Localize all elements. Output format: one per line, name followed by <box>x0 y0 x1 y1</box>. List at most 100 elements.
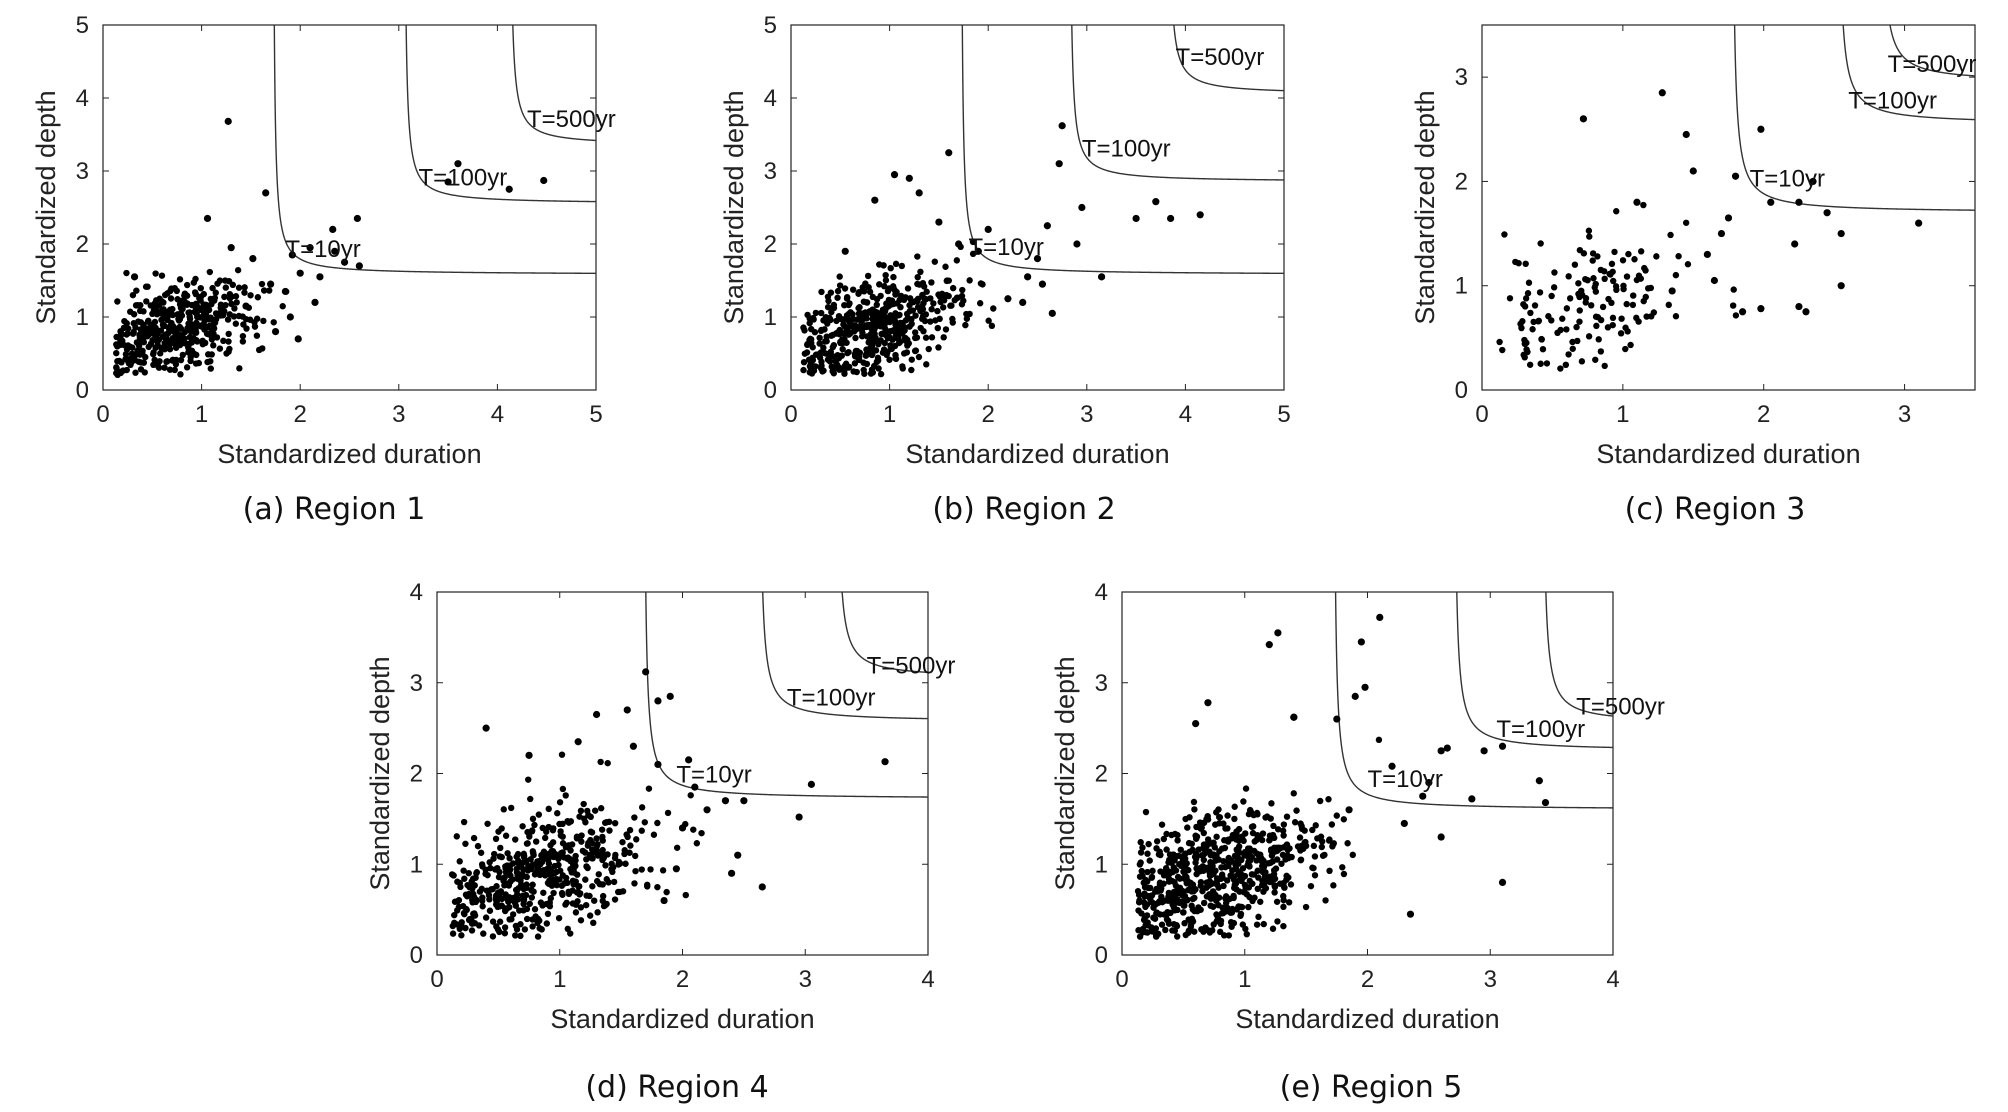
scatter-point <box>353 214 361 223</box>
scatter-point <box>143 298 150 305</box>
scatter-point <box>892 355 899 362</box>
scatter-point <box>919 305 927 313</box>
scatter-point <box>1675 253 1682 260</box>
scatter-point <box>1210 888 1217 895</box>
scatter-point <box>1139 844 1146 851</box>
scatter-point <box>1262 814 1269 821</box>
scatter-point <box>1569 338 1576 346</box>
scatter-point <box>122 350 130 358</box>
scatter-point <box>934 307 941 315</box>
scatter-point <box>172 360 180 368</box>
scatter-point <box>914 273 921 281</box>
scatter-point <box>152 270 159 277</box>
scatter-point <box>227 244 235 252</box>
scatter-point <box>142 283 150 290</box>
scatter-point <box>890 171 899 179</box>
scatter-point <box>247 292 254 299</box>
scatter-point <box>1625 250 1632 258</box>
scatter-point <box>885 296 893 304</box>
scatter-point <box>601 819 609 826</box>
scatter-point <box>1231 803 1238 810</box>
scatter-point <box>1160 835 1168 843</box>
scatter-point <box>824 356 832 363</box>
scatter-point <box>213 334 221 341</box>
scatter-point <box>173 287 181 295</box>
scatter-point <box>216 345 224 352</box>
scatter-point <box>887 312 894 319</box>
scatter-point <box>124 325 132 332</box>
x-tick-label: 2 <box>1361 966 1374 993</box>
scatter-point <box>538 858 546 866</box>
scatter-point <box>235 284 243 291</box>
scatter-point <box>1198 852 1206 859</box>
y-tick-label: 0 <box>76 377 89 404</box>
scatter-point <box>1302 838 1309 846</box>
y-axis-label: Standardized depth <box>1410 90 1440 324</box>
scatter-point <box>582 901 590 909</box>
scatter-point <box>698 829 705 837</box>
scatter-point <box>673 844 681 851</box>
scatter-point <box>1235 903 1242 910</box>
y-tick-label: 2 <box>1455 168 1468 195</box>
scatter-point <box>1283 813 1291 820</box>
scatter-point <box>582 819 589 826</box>
scatter-point <box>1165 878 1173 885</box>
scatter-point <box>1153 910 1160 917</box>
scatter-point <box>841 285 849 292</box>
scatter-point <box>1717 229 1726 238</box>
scatter-point <box>211 294 219 302</box>
scatter-point <box>864 272 872 280</box>
scatter-point <box>800 358 808 366</box>
scatter-point <box>476 888 484 895</box>
scatter-point <box>959 286 966 294</box>
scatter-point <box>540 889 547 896</box>
scatter-point <box>622 860 629 867</box>
scatter-point <box>506 855 513 862</box>
x-axis-label: Standardized duration <box>217 439 481 469</box>
scatter-point <box>203 214 212 223</box>
scatter-point <box>1220 857 1227 865</box>
scatter-point <box>990 305 997 312</box>
scatter-point <box>887 264 894 272</box>
scatter-point <box>1048 309 1056 317</box>
scatter-point <box>141 369 148 376</box>
scatter-point <box>816 334 823 342</box>
scatter-point <box>144 333 151 340</box>
return-period-curve-t-10yr <box>645 592 928 798</box>
scatter-point <box>296 269 304 277</box>
scatter-point <box>1609 268 1616 275</box>
scatter-point <box>611 896 619 903</box>
scatter-point <box>161 364 168 371</box>
scatter-point <box>974 247 982 255</box>
y-tick-label: 5 <box>76 12 89 39</box>
scatter-point <box>809 344 816 351</box>
scatter-point <box>555 914 563 922</box>
scatter-point <box>895 312 902 319</box>
x-axis-label: Standardized duration <box>550 1004 814 1034</box>
scatter-point <box>833 317 840 325</box>
scatter-point <box>1163 830 1170 838</box>
scatter-point <box>897 292 905 300</box>
scatter-point <box>1340 870 1348 878</box>
scatter-point <box>527 856 534 863</box>
scatter-point <box>1176 861 1183 868</box>
scatter-point <box>1207 858 1214 866</box>
scatter-point <box>235 312 243 320</box>
y-tick-label: 0 <box>1095 942 1108 969</box>
scatter-point <box>904 285 912 292</box>
return-period-curve-t-10yr <box>1334 592 1613 809</box>
scatter-point <box>130 355 138 362</box>
scatter-point <box>240 321 247 328</box>
scatter-point <box>525 776 532 783</box>
scatter-point <box>690 826 697 833</box>
scatter-point <box>963 310 970 318</box>
scatter-point <box>942 326 950 333</box>
scatter-point <box>1601 362 1608 370</box>
scatter-point <box>589 883 596 890</box>
scatter-point <box>1271 883 1279 891</box>
scatter-point <box>574 738 582 746</box>
scatter-points <box>1134 613 1550 940</box>
scatter-point <box>666 692 674 700</box>
scatter-point <box>114 358 121 365</box>
scatter-point <box>1182 864 1189 872</box>
